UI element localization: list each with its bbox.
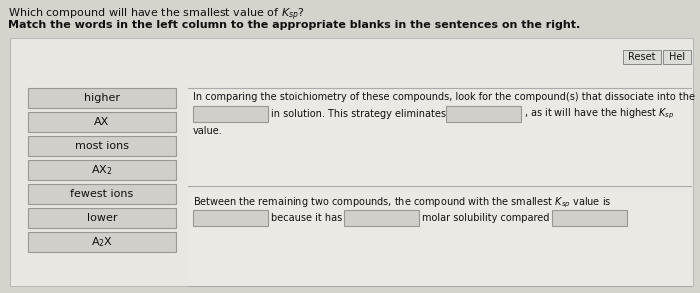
Bar — [188, 88, 691, 186]
Bar — [446, 106, 521, 122]
Text: A$_2$X: A$_2$X — [91, 235, 113, 249]
Bar — [28, 112, 176, 132]
Bar — [188, 192, 691, 286]
Text: Between the remaining two compounds, the compound with the smallest $K_{sp}$ val: Between the remaining two compounds, the… — [193, 196, 611, 210]
Bar — [552, 210, 627, 226]
Text: because it has a: because it has a — [271, 213, 351, 223]
Text: Hel: Hel — [669, 52, 685, 62]
Bar — [28, 136, 176, 156]
Bar — [663, 50, 691, 64]
Bar — [193, 106, 268, 122]
Text: value.: value. — [193, 126, 223, 136]
Text: AX$_2$: AX$_2$ — [91, 163, 113, 177]
Bar — [28, 160, 176, 180]
Bar — [28, 208, 176, 228]
Text: , as it will have the highest $K_{sp}$: , as it will have the highest $K_{sp}$ — [524, 107, 675, 121]
Bar — [623, 50, 661, 64]
Text: In comparing the stoichiometry of these compounds, look for the compound(s) that: In comparing the stoichiometry of these … — [193, 92, 695, 102]
Text: AX: AX — [94, 117, 110, 127]
Bar — [28, 184, 176, 204]
Text: in solution. This strategy eliminates: in solution. This strategy eliminates — [271, 109, 446, 119]
Bar — [10, 38, 693, 286]
Bar — [344, 210, 419, 226]
Text: lower: lower — [87, 213, 118, 223]
Text: Which compound will have the smallest value of $K_{sp}$?: Which compound will have the smallest va… — [8, 7, 304, 23]
Bar — [193, 210, 268, 226]
Text: Reset: Reset — [629, 52, 656, 62]
Text: molar solubility compared to: molar solubility compared to — [422, 213, 562, 223]
Bar — [28, 232, 176, 252]
Text: most ions: most ions — [75, 141, 129, 151]
Text: Match the words in the left column to the appropriate blanks in the sentences on: Match the words in the left column to th… — [8, 20, 580, 30]
Text: fewest ions: fewest ions — [71, 189, 134, 199]
Text: higher: higher — [84, 93, 120, 103]
Bar — [28, 88, 176, 108]
